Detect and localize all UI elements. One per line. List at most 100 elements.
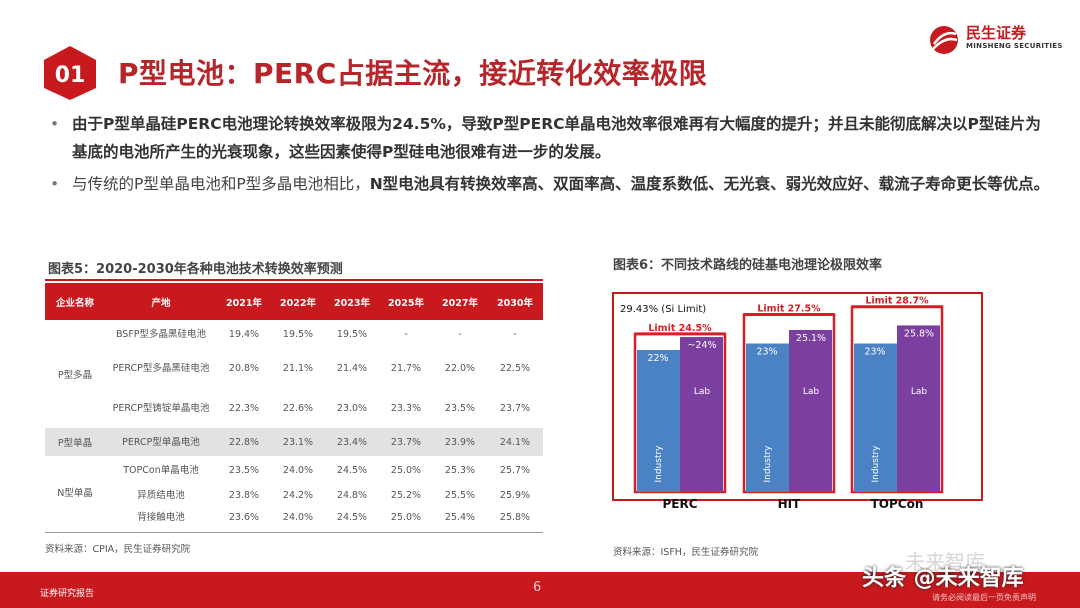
product-name: BSFP型多晶黑硅电池 bbox=[115, 328, 207, 340]
table-cell: 25.9% bbox=[499, 489, 531, 501]
table-row: N型单晶 TOPCon单晶电池 23.5% 24.0% 24.5% 25.0% … bbox=[45, 456, 543, 500]
table-bottom-rule bbox=[45, 532, 543, 533]
industry-value-label: 23% bbox=[756, 347, 777, 358]
industry-series-label: Industry bbox=[871, 445, 881, 483]
table-header: 2025年 bbox=[379, 283, 433, 320]
table-cell: 23.5% bbox=[228, 464, 260, 476]
page-title: P型电池：PERC占据主流，接近转化效率极限 bbox=[118, 57, 708, 90]
table-cell: 25.3% bbox=[444, 464, 476, 476]
industry-series-label: Industry bbox=[763, 445, 773, 483]
footer-disclaimer: 请务必阅读最后一页免责声明 bbox=[932, 593, 1036, 602]
group-name: P型单晶 bbox=[45, 428, 105, 456]
table-cell: 21.1% bbox=[282, 362, 314, 374]
table-cell: 22.5% bbox=[499, 362, 531, 374]
section-badge: 01 bbox=[44, 46, 96, 100]
table-cell: 19.5% bbox=[282, 328, 314, 340]
lab-value-label: 25.1% bbox=[796, 333, 826, 344]
bullet-dot-icon: • bbox=[50, 175, 60, 193]
product-name: 异质结电池 bbox=[137, 489, 185, 501]
table-cell: 23.7% bbox=[379, 428, 433, 456]
footer-report-label: 证券研究报告 bbox=[40, 589, 95, 599]
table-row: PERCP型铸锭单晶电池 22.3% 22.6% 23.0% 23.3% 23.… bbox=[45, 388, 543, 428]
lab-series-label: Lab bbox=[803, 387, 820, 397]
figure5-source: 资料来源：CPIA，民生证券研究院 bbox=[45, 544, 191, 555]
table-cell: 20.8% bbox=[228, 362, 260, 374]
table-cell: 24.1% bbox=[487, 428, 543, 456]
lab-value-label: 25.8% bbox=[904, 328, 934, 339]
product-name: PERCP型单晶电池 bbox=[105, 428, 217, 456]
product-name: PERCP型铸锭单晶电池 bbox=[112, 402, 210, 414]
logo-text-en: MINSHENG SECURITIES bbox=[966, 42, 1063, 50]
table-cell: 24.0% bbox=[282, 511, 314, 523]
table-cell: - bbox=[513, 328, 517, 340]
table-cell: 23.5% bbox=[444, 402, 476, 414]
table-cell: 25.4% bbox=[444, 511, 476, 523]
table-cell: 24.5% bbox=[336, 511, 368, 523]
product-name: TOPCon单晶电池 bbox=[123, 464, 199, 476]
lab-series-label: Lab bbox=[911, 387, 928, 397]
table-header: 2030年 bbox=[487, 283, 543, 320]
efficiency-limit-chart: 29.43% (Si Limit) Limit 24.5% 22% Industry ~… bbox=[620, 296, 944, 511]
bullet-2: • 与传统的P型单晶电池和P型多晶电池相比，N型电池具有转换效率高、双面率高、温… bbox=[50, 170, 1050, 198]
table-cell: 23.6% bbox=[228, 511, 260, 523]
table-row: P型单晶 PERCP型单晶电池 22.8% 23.1% 23.4% 23.7% … bbox=[45, 428, 543, 456]
table-cell: 23.1% bbox=[271, 428, 325, 456]
footer-bar bbox=[0, 572, 1080, 608]
table-row: 异质结电池 23.8% 24.2% 24.8% 25.2% 25.5% 25.9… bbox=[45, 484, 543, 506]
table-cell: 25.8% bbox=[499, 511, 531, 523]
table-cell: 21.7% bbox=[390, 362, 422, 374]
bullet-1-bold: 由于P型单晶硅PERC电池理论转换效率极限为24.5%，导致P型PERC单晶电池… bbox=[72, 115, 1041, 161]
limit-label: Limit 28.7% bbox=[865, 296, 929, 307]
product-name: PERCP型多晶黑硅电池 bbox=[112, 362, 210, 374]
table-row: 背接触电池 23.6% 24.0% 24.5% 25.0% 25.4% 25.8… bbox=[45, 506, 543, 528]
watermark-secondary: 未来智库 bbox=[905, 550, 985, 574]
bullet-dot-icon: • bbox=[50, 115, 60, 133]
table-cell: 19.4% bbox=[228, 328, 260, 340]
figure6-source: 资料来源：ISFH，民生证券研究院 bbox=[613, 547, 758, 558]
table-header: 2023年 bbox=[325, 283, 379, 320]
table-cell: 25.7% bbox=[499, 464, 531, 476]
logo-text-cn: 民生证券 bbox=[966, 24, 1027, 42]
category-label: TOPCon bbox=[871, 497, 924, 511]
table-cell: 25.2% bbox=[390, 489, 422, 501]
category-label: PERC bbox=[662, 497, 697, 511]
table-cell: 19.5% bbox=[336, 328, 368, 340]
figure6-title: 图表6：不同技术路线的硅基电池理论极限效率 bbox=[613, 258, 883, 273]
table-cell: 22.8% bbox=[217, 428, 271, 456]
bullet-2-bold: N型电池具有转换效率高、双面率高、温度系数低、无光衰、弱光效应好、载流子寿命更长… bbox=[369, 175, 1050, 193]
minsheng-logo-icon bbox=[930, 26, 958, 54]
industry-bar bbox=[746, 343, 789, 492]
industry-series-label: Industry bbox=[654, 445, 664, 483]
table-cell: 25.0% bbox=[390, 511, 422, 523]
category-label: HIT bbox=[778, 497, 802, 511]
lab-series-label: Lab bbox=[694, 387, 711, 397]
table-cell: - bbox=[458, 328, 462, 340]
page-number: 6 bbox=[533, 580, 542, 595]
table-cell: 22.3% bbox=[228, 402, 260, 414]
figure5-title: 图表5：2020-2030年各种电池技术转换效率预测 bbox=[48, 262, 343, 277]
table-row: PERCP型多晶黑硅电池 20.8% 21.1% 21.4% 21.7% 22.… bbox=[45, 348, 543, 388]
table-cell: 25.0% bbox=[390, 464, 422, 476]
si-limit-label: 29.43% (Si Limit) bbox=[620, 304, 706, 315]
table-cell: 23.3% bbox=[390, 402, 422, 414]
industry-value-label: 22% bbox=[647, 353, 668, 364]
table-header-row: 企业名称 产地 2021年 2022年 2023年 2025年 2027年 20… bbox=[45, 283, 543, 320]
table-cell: 24.8% bbox=[336, 489, 368, 501]
industry-bar bbox=[854, 343, 897, 492]
efficiency-table: 企业名称 产地 2021年 2022年 2023年 2025年 2027年 20… bbox=[45, 283, 543, 528]
bullet-2-normal: 与传统的P型单晶电池和P型多晶电池相比， bbox=[72, 175, 370, 193]
section-number: 01 bbox=[55, 63, 86, 88]
table-header: 2027年 bbox=[433, 283, 487, 320]
product-name: 背接触电池 bbox=[137, 511, 185, 523]
figure5-divider bbox=[45, 279, 543, 281]
table-cell: 23.0% bbox=[336, 402, 368, 414]
table-cell: 24.2% bbox=[282, 489, 314, 501]
table-cell: 24.5% bbox=[336, 464, 368, 476]
table-cell: 22.6% bbox=[282, 402, 314, 414]
table-cell: 24.0% bbox=[282, 464, 314, 476]
table-header: 产地 bbox=[105, 283, 217, 320]
bullet-1: • 由于P型单晶硅PERC电池理论转换效率极限为24.5%，导致P型PERC单晶… bbox=[50, 110, 1050, 166]
table-header: 2021年 bbox=[217, 283, 271, 320]
table-cell: - bbox=[404, 328, 408, 340]
table-cell: 21.4% bbox=[336, 362, 368, 374]
